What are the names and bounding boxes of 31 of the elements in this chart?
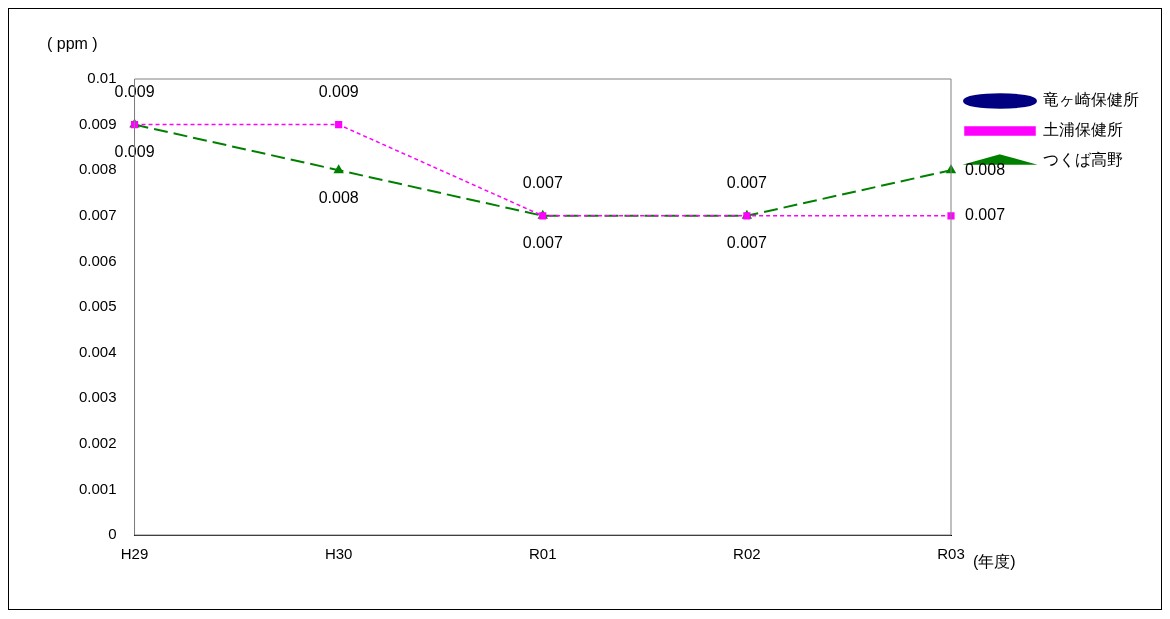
data-label: 0.007 — [726, 234, 767, 252]
data-label: 0.009 — [114, 83, 155, 101]
data-label: 0.007 — [522, 234, 563, 252]
legend-label: 竜ヶ崎保健所 — [1043, 91, 1139, 109]
y-tick-label: 0.002 — [78, 433, 117, 451]
data-label: 0.007 — [522, 174, 563, 192]
data-label: 0.008 — [965, 160, 1006, 178]
y-tick-label: 0.009 — [78, 114, 117, 132]
x-tick-label: H29 — [120, 545, 149, 563]
y-tick-label: 0.003 — [78, 388, 117, 406]
y-tick-label: 0.001 — [78, 479, 117, 497]
y-tick-label: 0.004 — [78, 342, 117, 360]
data-label: 0.007 — [965, 206, 1006, 224]
x-tick-label: H30 — [324, 545, 353, 563]
data-label: 0.009 — [318, 83, 359, 101]
x-tick-label: R03 — [937, 545, 965, 563]
y-tick-label: 0.006 — [78, 251, 117, 269]
y-tick-label: 0.008 — [78, 160, 117, 178]
x-axis-title: (年度) — [973, 553, 1016, 571]
legend-label: 土浦保健所 — [1043, 121, 1123, 139]
y-axis-title: ( ppm ) — [47, 35, 98, 53]
data-label: 0.008 — [318, 188, 359, 206]
data-label: 0.009 — [114, 143, 155, 161]
x-tick-label: R02 — [733, 545, 761, 563]
legend-label: つくば高野 — [1043, 151, 1123, 169]
y-tick-label: 0 — [108, 525, 117, 543]
data-label: 0.007 — [726, 174, 767, 192]
y-tick-label: 0.005 — [78, 297, 117, 315]
x-tick-label: R01 — [529, 545, 557, 563]
y-tick-label: 0.007 — [78, 205, 117, 223]
y-tick-label: 0.01 — [87, 69, 117, 87]
